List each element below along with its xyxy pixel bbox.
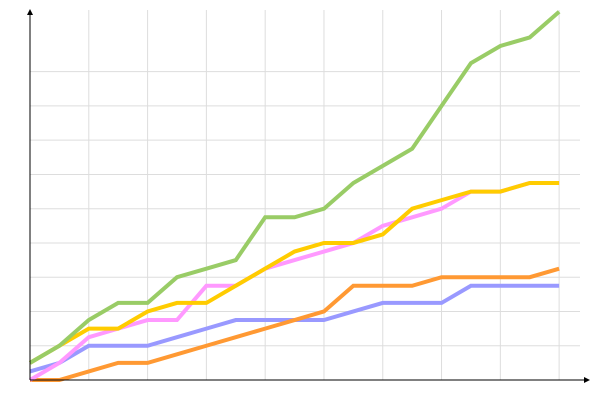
x-axis-arrow xyxy=(584,377,590,383)
y-axis-arrow xyxy=(27,9,33,15)
series-line xyxy=(30,266,560,382)
series-line xyxy=(28,181,560,365)
lines xyxy=(28,10,561,382)
grid xyxy=(29,10,580,381)
series-line xyxy=(28,10,561,365)
series-line xyxy=(28,181,560,382)
